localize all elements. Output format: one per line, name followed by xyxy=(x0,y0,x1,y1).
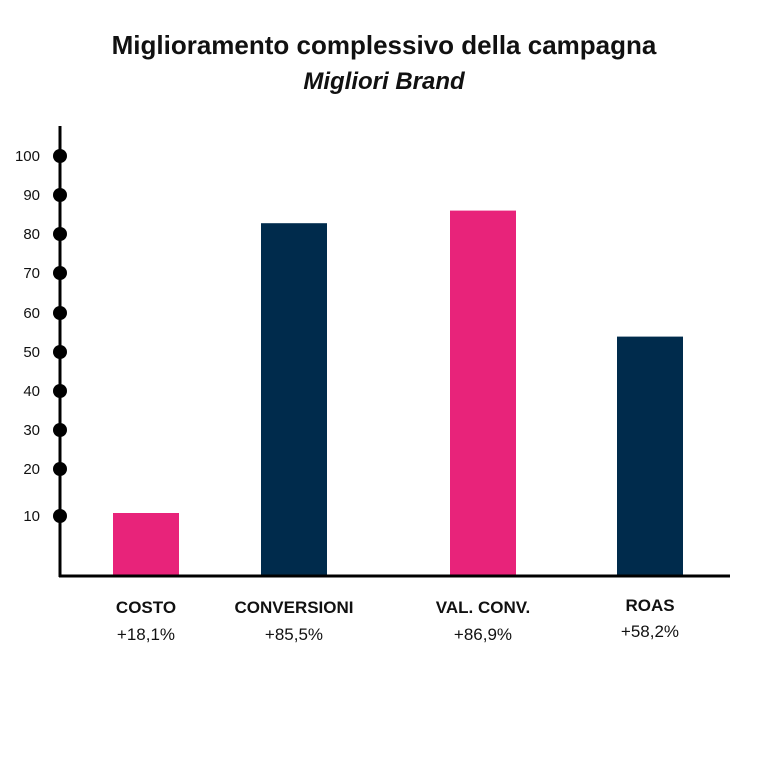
bar-roas xyxy=(617,336,683,576)
y-tick-label-10: 10 xyxy=(23,508,40,525)
category-value-label: +18,1% xyxy=(116,625,176,644)
y-tick-dot-50 xyxy=(53,345,67,359)
y-tick-dot-80 xyxy=(53,227,67,241)
category-value-label: +85,5% xyxy=(264,625,324,644)
category-value-label: +58,2% xyxy=(620,622,680,641)
y-tick-label-50: 50 xyxy=(23,344,40,361)
y-tick-dot-10 xyxy=(53,509,67,523)
y-tick-label-20: 20 xyxy=(23,461,40,478)
bar-val-conv xyxy=(450,210,516,576)
y-tick-dot-30 xyxy=(53,423,67,437)
y-tick-label-90: 90 xyxy=(23,187,40,204)
category-value-label: +86,9% xyxy=(453,625,513,644)
bar-conversioni xyxy=(261,223,327,576)
y-tick-dot-100 xyxy=(53,149,67,163)
y-tick-dot-20 xyxy=(53,462,67,476)
y-tick-label-30: 30 xyxy=(23,422,40,439)
category-label: ROAS xyxy=(625,596,675,615)
y-tick-label-100: 100 xyxy=(15,148,40,165)
y-tick-label-80: 80 xyxy=(23,226,40,243)
y-tick-dot-90 xyxy=(53,188,67,202)
y-tick-dot-60 xyxy=(53,306,67,320)
bar-costo xyxy=(113,513,179,576)
y-tick-dot-40 xyxy=(53,384,67,398)
category-label: CONVERSIONI xyxy=(234,598,354,617)
y-tick-label-40: 40 xyxy=(23,383,40,400)
y-tick-label-70: 70 xyxy=(23,265,40,282)
chart-title: Miglioramento complessivo della campagna xyxy=(111,30,657,60)
category-label: COSTO xyxy=(115,598,177,617)
category-label: VAL. CONV. xyxy=(435,598,531,617)
y-tick-dot-70 xyxy=(53,266,67,280)
y-tick-label-60: 60 xyxy=(23,305,40,322)
chart-subtitle: Migliori Brand xyxy=(303,68,465,95)
